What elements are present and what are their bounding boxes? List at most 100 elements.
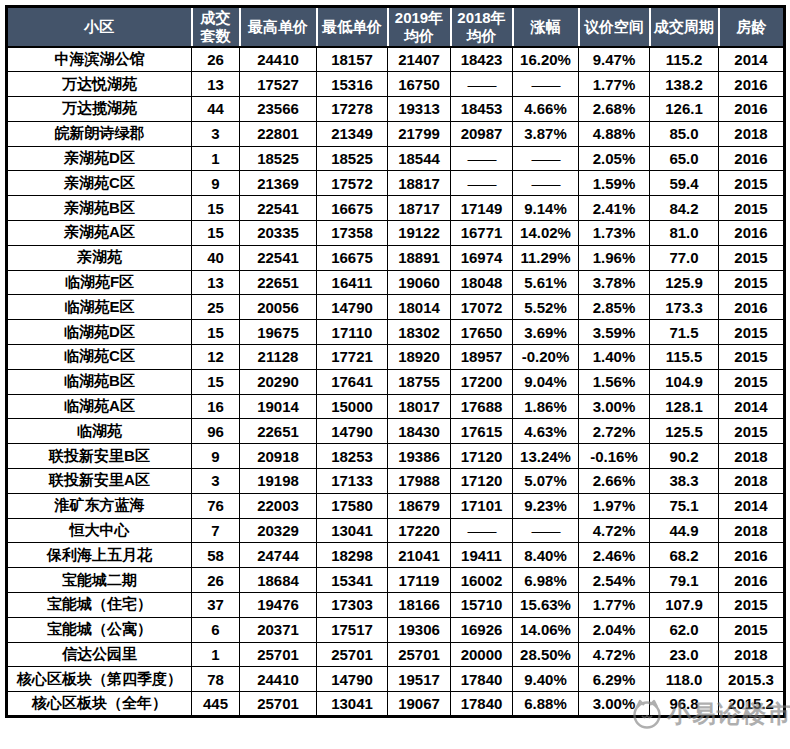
value-cell: 2015: [719, 196, 785, 221]
value-cell: 18525: [317, 146, 388, 171]
value-cell: 18920: [388, 345, 451, 370]
column-header-8: 成交周期: [650, 7, 719, 48]
value-cell: 17303: [317, 593, 388, 618]
value-cell: 17580: [317, 493, 388, 518]
community-name-cell: 信达公园里: [7, 642, 192, 667]
value-cell: 20987: [451, 121, 513, 146]
value-cell: 4.66%: [513, 97, 579, 122]
value-cell: 125.5: [650, 419, 719, 444]
community-name-cell: 临湖苑F区: [7, 270, 192, 295]
value-cell: 58: [192, 543, 240, 568]
value-cell: 13: [192, 270, 240, 295]
community-name-cell: 临湖苑D区: [7, 320, 192, 345]
value-cell: 26: [192, 47, 240, 72]
value-cell: 85.0: [650, 121, 719, 146]
value-cell: 17119: [388, 568, 451, 593]
value-cell: 18679: [388, 493, 451, 518]
value-cell: 18957: [451, 345, 513, 370]
value-cell: 126.1: [650, 97, 719, 122]
value-cell: 24410: [240, 667, 317, 692]
value-cell: 14.02%: [513, 221, 579, 246]
table-row: 亲湖苑C区9213691757218817————1.59%59.42015: [7, 171, 785, 196]
value-cell: 19411: [451, 543, 513, 568]
value-cell: ——: [451, 518, 513, 543]
table-row: 亲湖苑B区15225411667518717171499.14%2.41%84.…: [7, 196, 785, 221]
table-body: 中海滨湖公馆262441018157214071842316.20%9.47%1…: [7, 47, 785, 717]
value-cell: 15341: [317, 568, 388, 593]
column-header-0: 小区: [7, 7, 192, 48]
value-cell: 19014: [240, 394, 317, 419]
value-cell: 2014: [719, 394, 785, 419]
value-cell: 17220: [388, 518, 451, 543]
value-cell: 5.52%: [513, 295, 579, 320]
value-cell: 14790: [317, 295, 388, 320]
column-header-2: 最高单价: [240, 7, 317, 48]
column-header-4: 2019年均价: [388, 7, 451, 48]
value-cell: 75.1: [650, 493, 719, 518]
community-name-cell: 亲湖苑C区: [7, 171, 192, 196]
value-cell: 9: [192, 444, 240, 469]
value-cell: 19517: [388, 667, 451, 692]
value-cell: 2016: [719, 146, 785, 171]
value-cell: 17988: [388, 469, 451, 494]
column-header-7: 议价空间: [579, 7, 650, 48]
value-cell: 17200: [451, 369, 513, 394]
value-cell: 16: [192, 394, 240, 419]
value-cell: 138.2: [650, 72, 719, 97]
value-cell: 2015: [719, 320, 785, 345]
value-cell: 2015: [719, 593, 785, 618]
community-name-cell: 皖新朗诗绿郡: [7, 121, 192, 146]
value-cell: 40: [192, 245, 240, 270]
value-cell: 15: [192, 221, 240, 246]
value-cell: 25701: [317, 642, 388, 667]
value-cell: 125.9: [650, 270, 719, 295]
value-cell: 21349: [317, 121, 388, 146]
table-row: 宝能城（住宅）371947617303181661571015.63%1.77%…: [7, 593, 785, 618]
value-cell: 8.40%: [513, 543, 579, 568]
value-cell: 13041: [317, 692, 388, 717]
value-cell: 17358: [317, 221, 388, 246]
value-cell: 4.88%: [579, 121, 650, 146]
value-cell: 3.59%: [579, 320, 650, 345]
value-cell: 20000: [451, 642, 513, 667]
value-cell: 3.00%: [579, 692, 650, 717]
value-cell: 16411: [317, 270, 388, 295]
value-cell: 2018: [719, 642, 785, 667]
value-cell: 19122: [388, 221, 451, 246]
value-cell: 20056: [240, 295, 317, 320]
value-cell: 128.1: [650, 394, 719, 419]
value-cell: 2015: [719, 345, 785, 370]
value-cell: 38.3: [650, 469, 719, 494]
value-cell: 3.00%: [579, 394, 650, 419]
value-cell: 17120: [451, 469, 513, 494]
value-cell: ——: [513, 171, 579, 196]
value-cell: 17641: [317, 369, 388, 394]
value-cell: 65.0: [650, 146, 719, 171]
community-name-cell: 保利海上五月花: [7, 543, 192, 568]
community-name-cell: 联投新安里B区: [7, 444, 192, 469]
value-cell: 76: [192, 493, 240, 518]
value-cell: 44.9: [650, 518, 719, 543]
value-cell: 24744: [240, 543, 317, 568]
value-cell: 81.0: [650, 221, 719, 246]
community-name-cell: 宝能城（公寓）: [7, 617, 192, 642]
value-cell: 2.85%: [579, 295, 650, 320]
table-row: 临湖苑B区15202901764118755172009.04%1.56%104…: [7, 369, 785, 394]
value-cell: 2015.2: [719, 692, 785, 717]
value-cell: 17572: [317, 171, 388, 196]
value-cell: 24410: [240, 47, 317, 72]
value-cell: 19198: [240, 469, 317, 494]
value-cell: 2015: [719, 369, 785, 394]
value-cell: 19313: [388, 97, 451, 122]
value-cell: 2018: [719, 518, 785, 543]
value-cell: 2015.3: [719, 667, 785, 692]
table-row: 核心区板块（全年）445257011304119067178406.88%3.0…: [7, 692, 785, 717]
housing-price-table: 小区成交套数最高单价最低单价2019年均价2018年均价涨幅议价空间成交周期房龄…: [5, 5, 786, 718]
value-cell: 14790: [317, 419, 388, 444]
value-cell: 1.73%: [579, 221, 650, 246]
value-cell: 115.2: [650, 47, 719, 72]
value-cell: 20329: [240, 518, 317, 543]
column-header-3: 最低单价: [317, 7, 388, 48]
value-cell: 18014: [388, 295, 451, 320]
value-cell: 445: [192, 692, 240, 717]
